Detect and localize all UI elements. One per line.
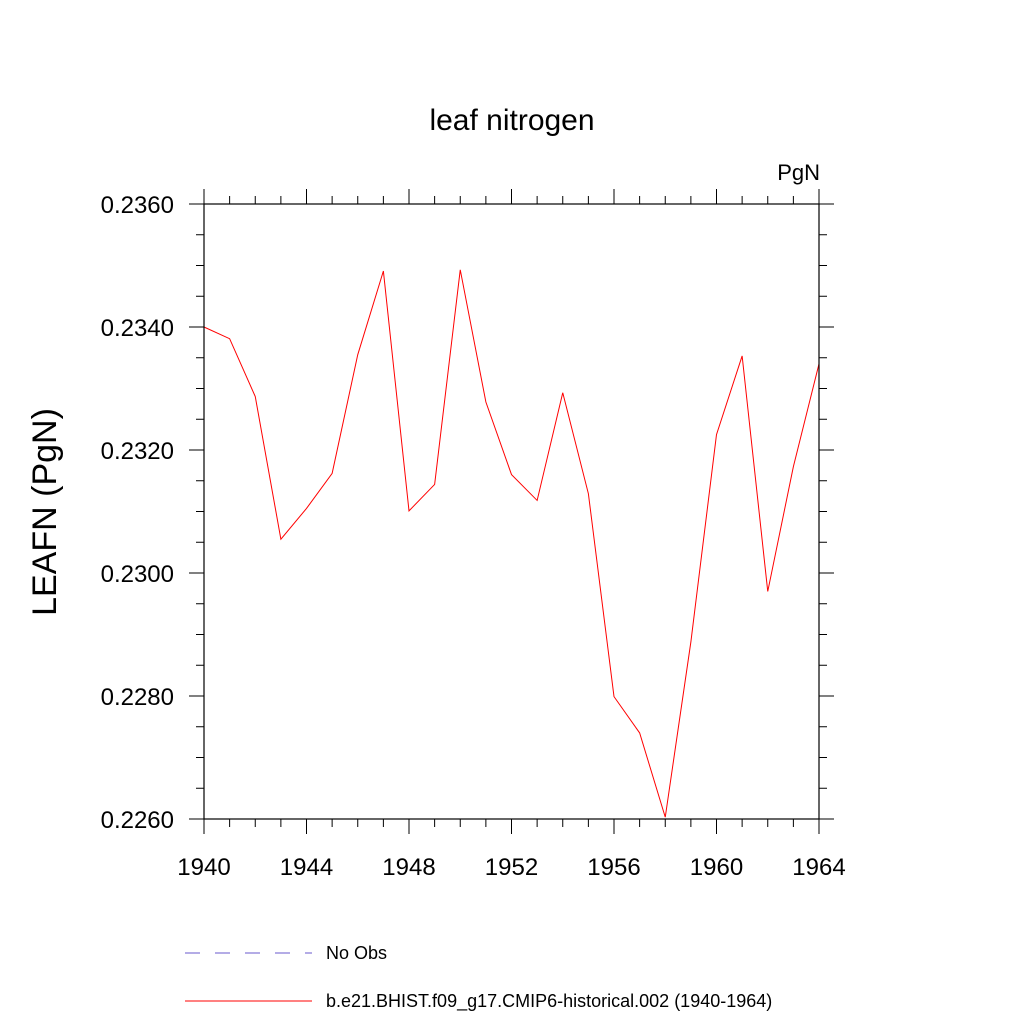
legend-label-no-obs: No Obs bbox=[326, 943, 387, 963]
units-label: PgN bbox=[777, 160, 820, 185]
chart-title: leaf nitrogen bbox=[429, 104, 594, 137]
x-tick-label: 1952 bbox=[485, 854, 538, 881]
y-tick-label: 0.2260 bbox=[101, 807, 174, 834]
x-tick-label: 1944 bbox=[280, 854, 333, 881]
y-tick-label: 0.2340 bbox=[101, 315, 174, 342]
y-tick-label: 0.2280 bbox=[101, 684, 174, 711]
x-tick-label: 1960 bbox=[690, 854, 743, 881]
legend: No Obs b.e21.BHIST.f09_g17.CMIP6-histori… bbox=[185, 943, 772, 1012]
tick-labels: 1940 1944 1948 1952 1956 1960 1964 0.2260 0.2280… bbox=[101, 192, 846, 881]
x-tick-label: 1940 bbox=[177, 854, 230, 881]
y-axis-label: LEAFN (PgN) bbox=[26, 408, 64, 616]
legend-label-model: b.e21.BHIST.f09_g17.CMIP6-historical.002… bbox=[326, 991, 772, 1012]
y-tick-label: 0.2320 bbox=[101, 438, 174, 465]
x-tick-label: 1964 bbox=[792, 854, 845, 881]
series-layer bbox=[203, 269, 820, 818]
x-tick-label: 1956 bbox=[587, 854, 640, 881]
x-tick-label: 1948 bbox=[382, 854, 435, 881]
plot-frame bbox=[203, 203, 820, 820]
series-line-0 bbox=[203, 269, 820, 818]
axis-ticks bbox=[189, 189, 834, 834]
y-tick-label: 0.2300 bbox=[101, 561, 174, 588]
y-tick-label: 0.2360 bbox=[101, 192, 174, 219]
